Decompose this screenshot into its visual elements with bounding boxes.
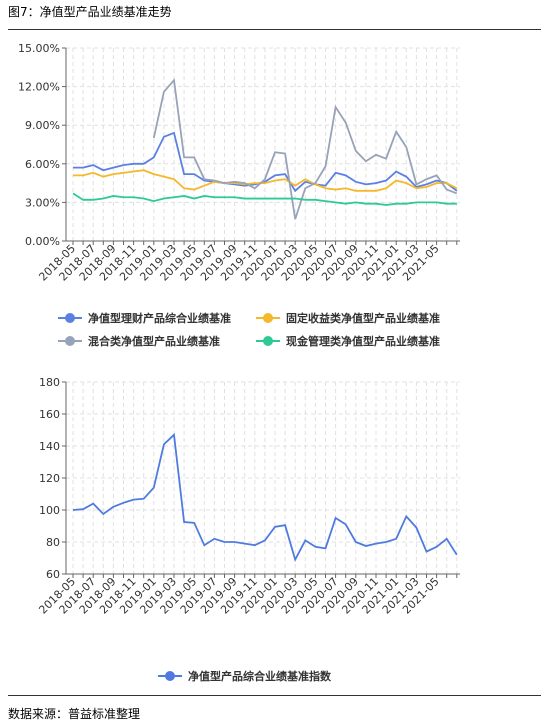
legend-label: 净值型产品综合业绩基准指数 [188,669,332,683]
y-tick-label: 120 [39,472,60,485]
legend-label: 净值型理财产品综合业绩基准 [88,311,231,325]
y-tick-label: 140 [39,440,60,453]
page-title: 图7：净值型产品业绩基准走势 [8,5,172,19]
legend-marker [65,336,75,346]
y-tick-label: 0.00% [25,235,60,248]
source-note: 数据来源：普益标准整理 [8,707,141,721]
legend-marker [263,313,273,323]
y-tick-label: 3.00% [25,196,60,209]
y-tick-label: 100 [39,504,60,517]
y-tick-label: 160 [39,408,60,421]
series-line [72,192,457,206]
legend-label: 混合类净值型产品业绩基准 [88,334,220,348]
y-tick-label: 6.00% [25,158,60,171]
y-tick-label: 180 [39,376,60,389]
legend-marker [263,336,273,346]
y-tick-label: 60 [46,568,60,581]
series-line [73,169,458,192]
y-tick-label: 80 [46,536,60,549]
legend-marker [65,313,75,323]
y-tick-label: 12.00% [18,81,60,94]
y-tick-label: 15.00% [18,42,60,55]
series-line [152,78,458,220]
legend-marker [165,671,175,681]
legend-label: 现金管理类净值型产品业绩基准 [286,334,440,348]
series-line [73,131,458,193]
divider [8,695,541,696]
legend-label: 固定收益类净值型产品业绩基准 [286,311,440,325]
series-line [72,432,458,562]
y-tick-label: 9.00% [25,119,60,132]
divider [8,29,541,30]
